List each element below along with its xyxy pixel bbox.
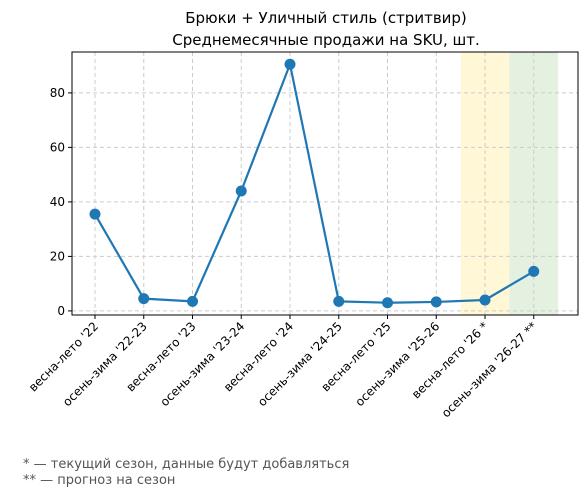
x-tick-label: осень-зима '25-26 [352, 319, 442, 409]
x-tick-label: осень-зима '26-27 ** [439, 319, 540, 420]
chart-title-line2: Среднемесячные продажи на SKU, шт. [172, 31, 480, 49]
footnote-forecast: ** — прогноз на сезон [23, 473, 176, 488]
y-tick-label: 20 [50, 249, 65, 263]
y-tick-label: 60 [50, 140, 65, 154]
chart: Брюки + Уличный стиль (стритвир) Среднем… [26, 9, 579, 420]
x-tick-label: осень-зима '24-25 [255, 319, 345, 409]
data-point [89, 208, 101, 220]
series-path [94, 63, 535, 304]
y-tick-label: 0 [57, 304, 65, 318]
highlight-band-1 [460, 52, 510, 315]
data-point [284, 58, 296, 70]
data-point [479, 294, 491, 306]
plot-frame [71, 51, 579, 316]
y-tick-label: 40 [50, 195, 65, 209]
x-tick-label: осень-зима '23-24 [157, 319, 247, 409]
highlight-bands [460, 52, 559, 315]
y-tick-label: 80 [50, 86, 65, 100]
data-point [382, 297, 393, 309]
footnote-current-season: * — текущий сезон, данные будут добавлят… [23, 457, 350, 472]
grid [72, 52, 578, 315]
chart-title-line1: Брюки + Уличный стиль (стритвир) [185, 9, 467, 27]
y-axis: 0 20 40 60 80 [50, 86, 72, 318]
data-point [187, 295, 198, 307]
data-point [235, 185, 247, 197]
data-point [430, 296, 442, 308]
data-point [333, 295, 345, 307]
data-point [138, 293, 150, 305]
x-tick-label: осень-зима '22-23 [60, 319, 150, 409]
series-line [89, 58, 540, 309]
data-point [528, 265, 540, 277]
